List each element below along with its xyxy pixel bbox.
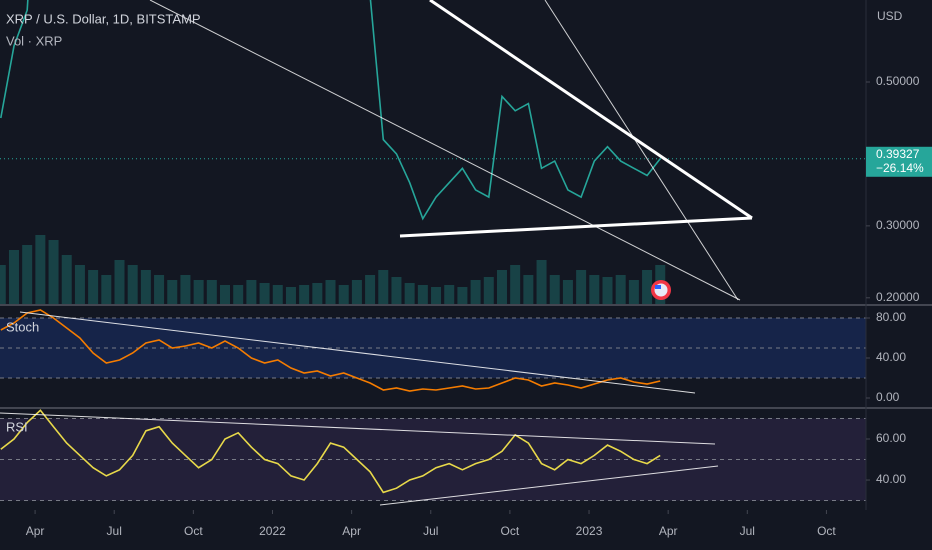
x-tick-label: Jul bbox=[740, 524, 755, 538]
y-tick-label: 0.50000 bbox=[876, 74, 920, 88]
y-tick-label: 0.00 bbox=[876, 390, 900, 404]
y-tick-label: 60.00 bbox=[876, 431, 906, 445]
volume-bar bbox=[61, 255, 72, 305]
volume-bar bbox=[259, 283, 270, 305]
volume-bar bbox=[312, 283, 323, 305]
volume-bar bbox=[127, 265, 138, 305]
currency-label: USD bbox=[877, 9, 903, 23]
pane bbox=[0, 0, 866, 305]
series-line bbox=[0, 409, 661, 494]
x-tick-label: Apr bbox=[26, 524, 45, 538]
volume-bar bbox=[180, 275, 191, 305]
volume-bar bbox=[193, 280, 204, 305]
volume-bar bbox=[220, 285, 231, 305]
volume-bar bbox=[523, 275, 534, 305]
volume-bar bbox=[536, 260, 547, 305]
volume-bar bbox=[272, 285, 283, 305]
trendline bbox=[544, 0, 739, 301]
trendline bbox=[379, 465, 719, 506]
volume-bar bbox=[74, 265, 85, 305]
event-icon[interactable] bbox=[651, 280, 671, 300]
pane-title: Stoch bbox=[6, 319, 39, 334]
layers bbox=[0, 0, 866, 502]
volume-bar bbox=[206, 280, 217, 305]
x-tick-label: Oct bbox=[501, 524, 520, 538]
volume-bar bbox=[351, 280, 362, 305]
y-tick-label: 40.00 bbox=[876, 472, 906, 486]
trendline bbox=[399, 216, 753, 238]
trendline bbox=[19, 311, 696, 394]
volume-bar bbox=[338, 285, 349, 305]
volume-bar bbox=[576, 270, 587, 305]
y-tick-label: 80.00 bbox=[876, 310, 906, 324]
trendline bbox=[149, 0, 741, 301]
series-line bbox=[0, 309, 661, 392]
chart-title: XRP / U.S. Dollar, 1D, BITSTAMP bbox=[6, 11, 201, 26]
x-tick-label: 2023 bbox=[576, 524, 603, 538]
volume-bar bbox=[457, 287, 468, 305]
y-tick-label: 0.20000 bbox=[876, 290, 920, 304]
y-tick-label: 0.30000 bbox=[876, 218, 920, 232]
volume-bar bbox=[549, 275, 560, 305]
volume-bar bbox=[35, 235, 46, 305]
volume-bar bbox=[496, 270, 507, 305]
volume-bar bbox=[114, 260, 125, 305]
volume-bar bbox=[391, 277, 402, 305]
volume-bar bbox=[299, 285, 310, 305]
volume-bar bbox=[404, 283, 415, 305]
x-tick-label: 2022 bbox=[259, 524, 286, 538]
volume-label: Vol · XRP bbox=[6, 33, 62, 48]
last-value-label: 0.39327 bbox=[876, 147, 920, 161]
change-label: −26.14% bbox=[876, 161, 924, 175]
x-tick-label: Oct bbox=[184, 524, 203, 538]
volume-bar bbox=[154, 275, 165, 305]
pane bbox=[0, 309, 866, 392]
x-tick-label: Jul bbox=[107, 524, 122, 538]
volume-bar bbox=[0, 265, 6, 305]
volume-bar bbox=[562, 280, 573, 305]
x-tick-label: Apr bbox=[342, 524, 361, 538]
volume-bar bbox=[642, 270, 653, 305]
volume-bar bbox=[167, 280, 178, 305]
x-tick-label: Oct bbox=[817, 524, 836, 538]
volume-bar bbox=[602, 277, 613, 305]
volume-bar bbox=[101, 275, 112, 305]
volume-bar bbox=[615, 275, 626, 305]
volume-bar bbox=[88, 270, 99, 305]
volume-bar bbox=[483, 277, 494, 305]
volume-bar bbox=[378, 270, 389, 305]
trendline bbox=[0, 412, 716, 445]
volume-bar bbox=[444, 285, 455, 305]
volume-bar bbox=[365, 275, 376, 305]
last-value-box bbox=[866, 146, 932, 177]
event-icon-canton[interactable] bbox=[655, 285, 661, 289]
volume-bar bbox=[48, 240, 59, 305]
volume-bar bbox=[628, 280, 639, 305]
pane-title: RSI bbox=[6, 419, 28, 434]
y-tick-label: 40.00 bbox=[876, 350, 906, 364]
volume-bar bbox=[510, 265, 521, 305]
trendlines bbox=[0, 0, 753, 506]
volume-bar bbox=[140, 270, 151, 305]
volume-bar bbox=[22, 245, 33, 305]
volume-bar bbox=[431, 287, 442, 305]
volume-bar bbox=[8, 250, 19, 305]
volume-bar bbox=[285, 287, 296, 305]
volume-bar bbox=[589, 275, 600, 305]
trendline bbox=[429, 0, 753, 220]
x-tick-label: Jul bbox=[423, 524, 438, 538]
pane bbox=[0, 409, 866, 502]
volume-bar bbox=[470, 280, 481, 305]
volume-bar bbox=[417, 285, 428, 305]
volume-bar bbox=[233, 285, 244, 305]
series-line bbox=[0, 0, 661, 221]
x-tick-label: Apr bbox=[659, 524, 678, 538]
volume-bar bbox=[246, 280, 257, 305]
volume-bar bbox=[325, 280, 336, 305]
